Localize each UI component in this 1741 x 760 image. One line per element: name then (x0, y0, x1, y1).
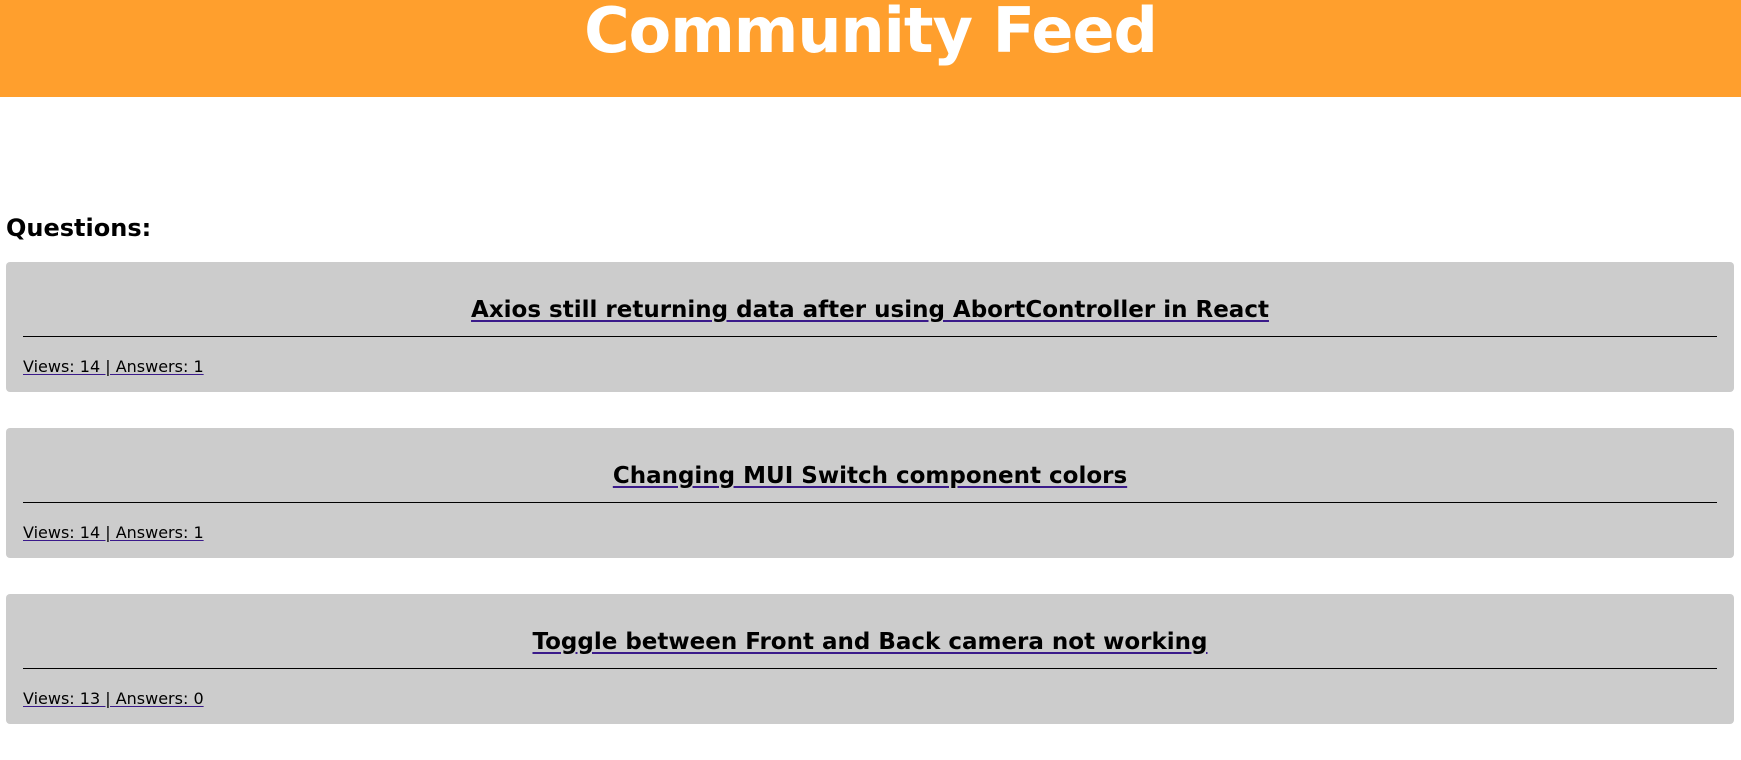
question-title-link[interactable]: Changing MUI Switch component colors (612, 463, 1128, 489)
question-card[interactable]: Toggle between Front and Back camera not… (6, 594, 1734, 724)
divider (23, 668, 1717, 669)
question-title-link[interactable]: Axios still returning data after using A… (471, 297, 1269, 323)
question-list: Axios still returning data after using A… (6, 262, 1734, 760)
page-title: Community Feed (584, 0, 1158, 67)
question-stats-link[interactable]: Views: 14 | Answers: 1 (23, 357, 204, 376)
question-stats-link[interactable]: Views: 13 | Answers: 0 (23, 689, 204, 708)
question-stats-link[interactable]: Views: 14 | Answers: 1 (23, 523, 204, 542)
page-header: Community Feed (0, 0, 1741, 97)
question-title-link[interactable]: Toggle between Front and Back camera not… (532, 629, 1208, 655)
question-card[interactable]: Changing MUI Switch component colors Vie… (6, 428, 1734, 558)
questions-heading: Questions: (6, 214, 152, 242)
question-card[interactable]: Axios still returning data after using A… (6, 262, 1734, 392)
divider (23, 336, 1717, 337)
divider (23, 502, 1717, 503)
